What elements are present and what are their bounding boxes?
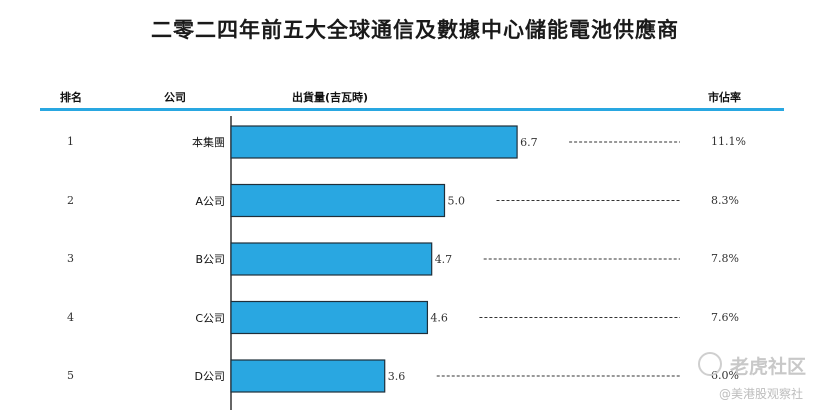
market-share-label: 8.3% bbox=[711, 193, 739, 207]
bar bbox=[230, 183, 446, 218]
watermark-handle-text: @美港股观察社 bbox=[719, 387, 804, 401]
header-rank: 排名 bbox=[60, 91, 82, 104]
header-shipment: 出貨量(吉瓦時) bbox=[292, 91, 369, 104]
market-share-label: 7.6% bbox=[711, 310, 739, 324]
header-rule bbox=[40, 108, 784, 111]
header-share: 市佔率 bbox=[708, 91, 741, 104]
bar bbox=[230, 300, 429, 335]
company-label: 本集團 bbox=[192, 136, 225, 149]
bar bbox=[230, 125, 518, 159]
rank-label: 4 bbox=[67, 310, 74, 324]
bar-value-label: 3.6 bbox=[388, 370, 406, 383]
watermark-logo-text: 老虎社区 bbox=[730, 356, 807, 378]
header-company: 公司 bbox=[164, 91, 186, 104]
bar-value-label: 4.7 bbox=[435, 253, 453, 266]
bar-value-label: 5.0 bbox=[448, 195, 466, 208]
company-label: A公司 bbox=[195, 194, 225, 208]
rank-label: 1 bbox=[67, 135, 74, 148]
company-label: C公司 bbox=[195, 311, 225, 325]
bar-value-label: 4.6 bbox=[430, 312, 448, 325]
market-share-label: 11.1% bbox=[711, 135, 746, 148]
bar bbox=[230, 359, 386, 393]
bar-value-label: 6.7 bbox=[520, 136, 538, 149]
chart-title: 二零二四年前五大全球通信及數據中心儲能電池供應商 bbox=[151, 18, 679, 42]
bar bbox=[230, 242, 433, 276]
rank-label: 5 bbox=[67, 369, 74, 382]
rank-label: 2 bbox=[67, 193, 74, 207]
company-label: D公司 bbox=[194, 370, 225, 383]
rank-label: 3 bbox=[67, 252, 74, 265]
watermark-circle-icon bbox=[698, 352, 722, 376]
market-share-label: 7.8% bbox=[711, 252, 739, 265]
company-label: B公司 bbox=[195, 253, 225, 266]
